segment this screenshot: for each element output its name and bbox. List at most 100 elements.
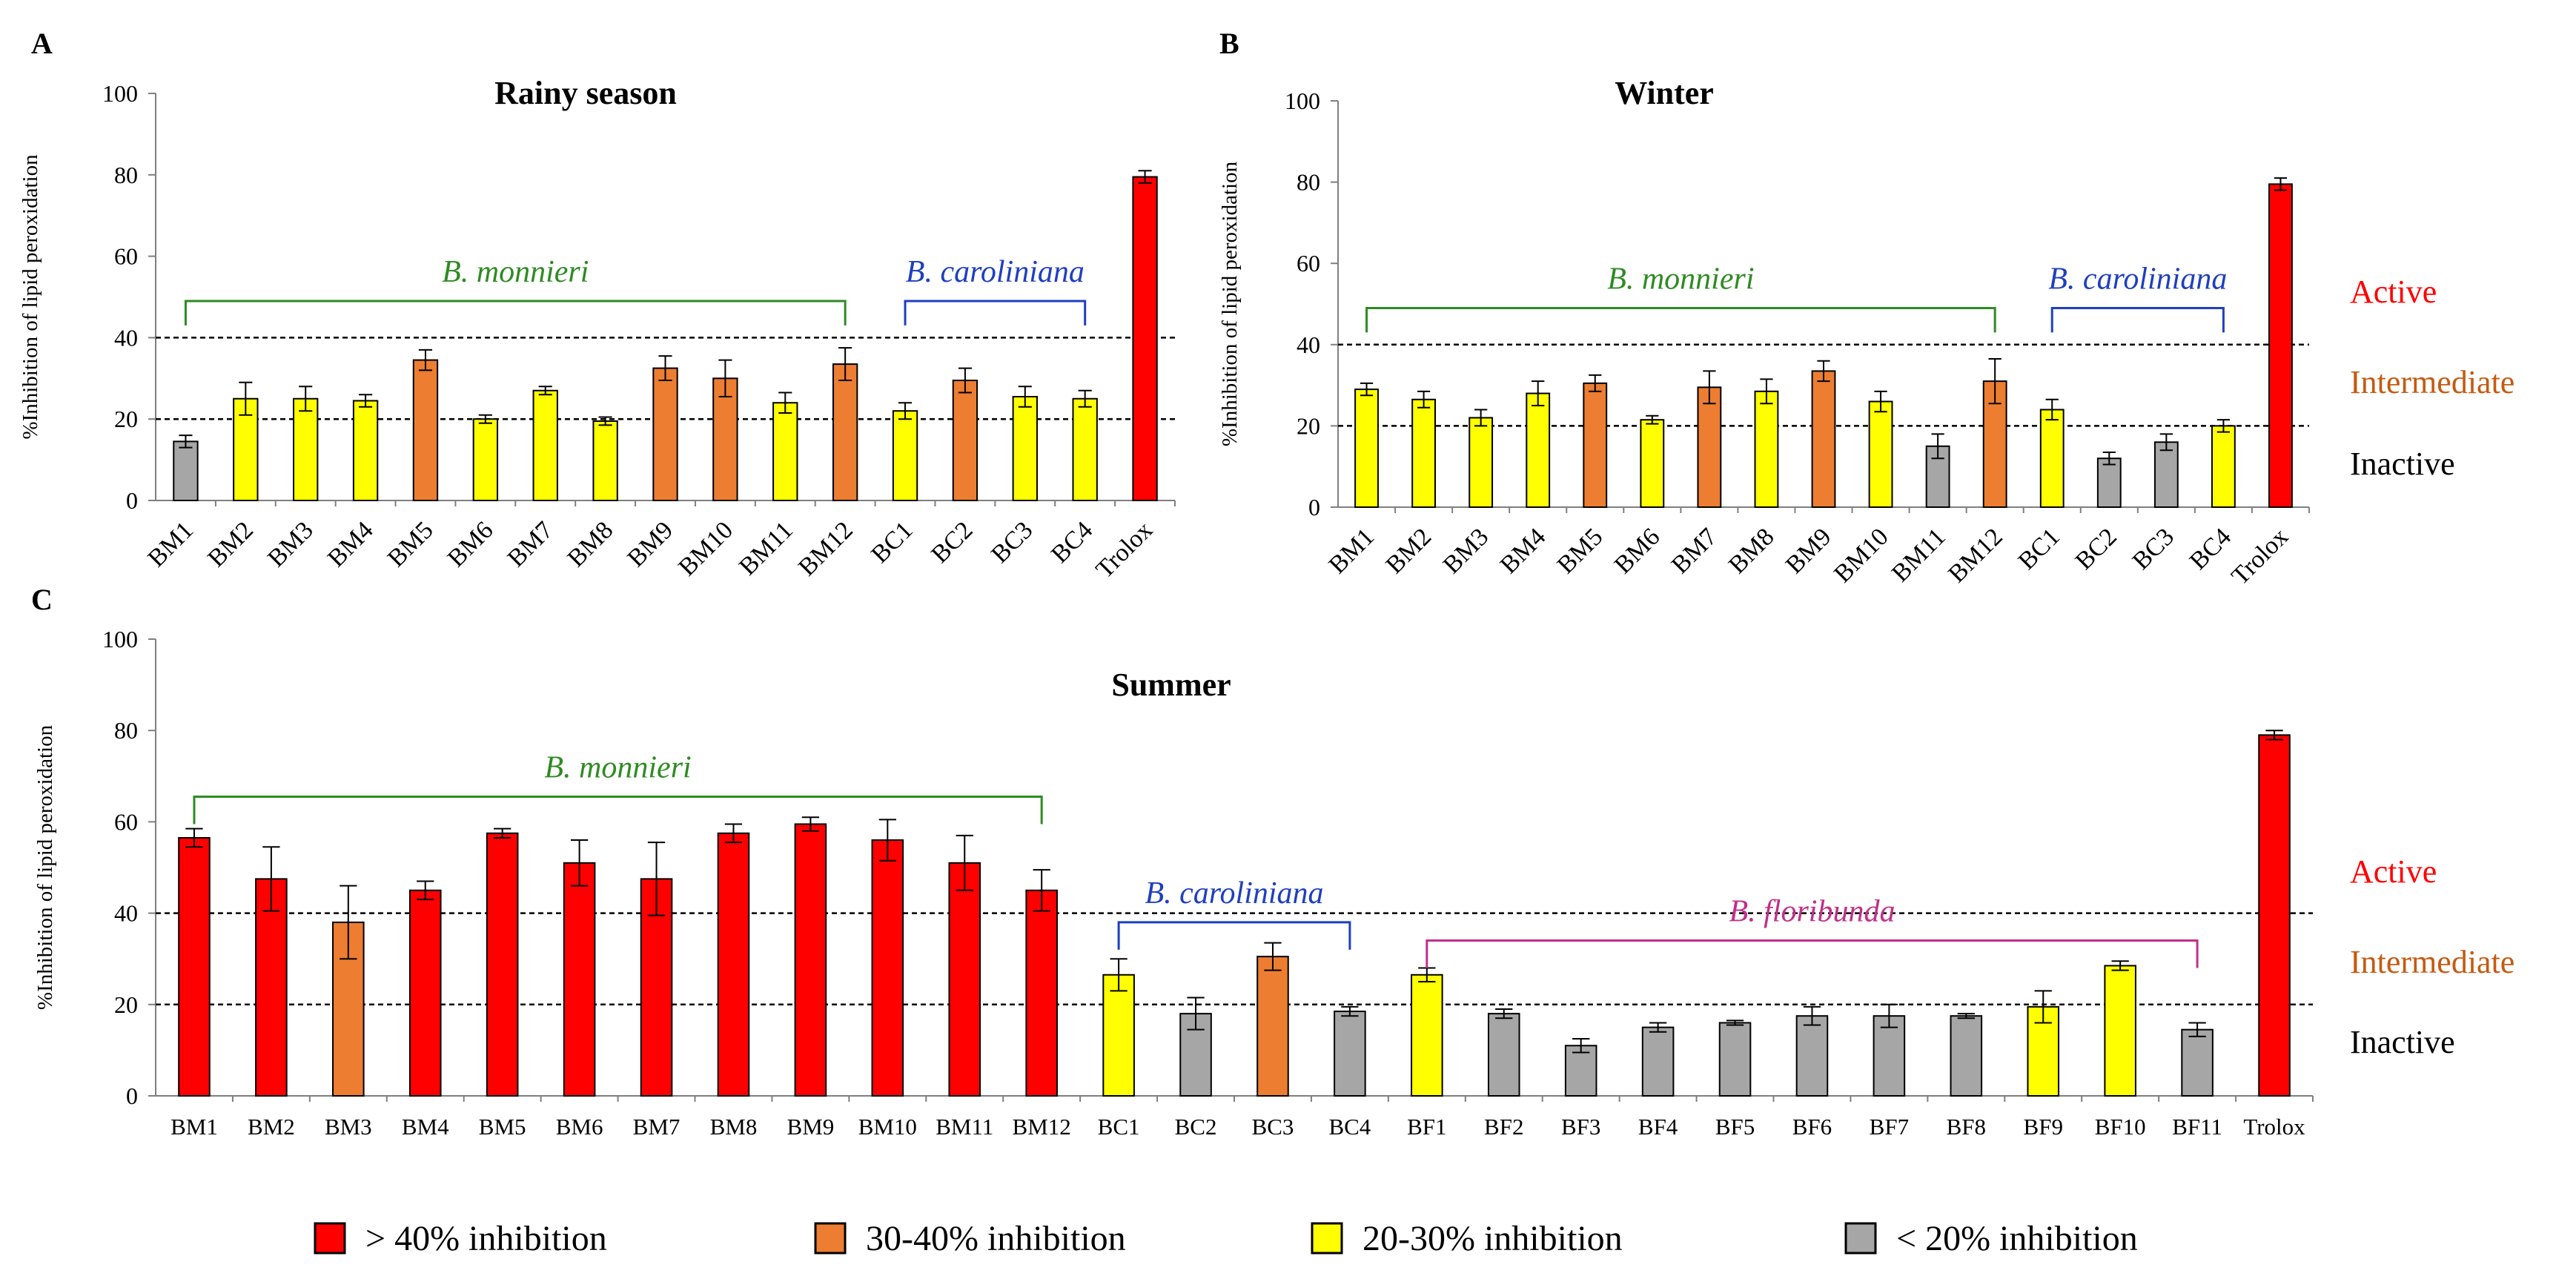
bar-bm11 bbox=[948, 862, 981, 1097]
x-tick-label: BC3 bbox=[1252, 1114, 1294, 1140]
error-bar-bm5 bbox=[1589, 374, 1602, 392]
bar-bm8 bbox=[1754, 390, 1779, 508]
bar-bm11 bbox=[772, 402, 798, 501]
error-bar-bm1 bbox=[179, 434, 193, 449]
x-tick-label: BM11 bbox=[1887, 523, 1951, 587]
error-bar-bm1 bbox=[1360, 382, 1374, 397]
x-tick-label: BM12 bbox=[1943, 523, 2008, 588]
error-bar-bm11 bbox=[1931, 433, 1944, 460]
legend-swatch-gray bbox=[1844, 1222, 1877, 1255]
y-tick-label: 0 bbox=[126, 1083, 138, 1109]
bar-bc1 bbox=[2039, 409, 2065, 508]
x-tick-label: BF8 bbox=[1947, 1114, 1986, 1140]
group-label-0: B. monnieri bbox=[544, 751, 691, 785]
error-bar-bm6 bbox=[1646, 414, 1659, 425]
y-tick-label: 40 bbox=[1297, 331, 1320, 358]
bar-trolox bbox=[1132, 176, 1158, 501]
x-tick-label: BF4 bbox=[1638, 1114, 1678, 1140]
bar-bf10 bbox=[2104, 965, 2136, 1097]
bar-bm6 bbox=[472, 418, 499, 502]
x-tick-label: BF9 bbox=[2024, 1114, 2063, 1140]
error-bar-bm2 bbox=[1417, 390, 1431, 409]
x-tick-label: BC4 bbox=[1046, 516, 1098, 568]
error-bar-bm7 bbox=[538, 386, 552, 396]
group-label-1: B. caroliniana bbox=[2048, 262, 2227, 296]
x-tick-label: BM8 bbox=[710, 1114, 758, 1140]
x-tick-label: Trolox bbox=[1090, 516, 1158, 584]
bar-bm8 bbox=[592, 420, 618, 502]
error-bar-bc2 bbox=[958, 367, 972, 394]
bar-bc4 bbox=[1334, 1011, 1366, 1097]
error-bar-bm10 bbox=[718, 359, 732, 398]
error-bar-bm10 bbox=[878, 819, 896, 862]
legend-label-yellow: 20-30% inhibition bbox=[1363, 1219, 1623, 1258]
bar-bc2 bbox=[952, 380, 979, 501]
y-tick-label: 20 bbox=[1297, 412, 1320, 439]
error-bar-bm6 bbox=[570, 839, 589, 887]
error-bar-bf3 bbox=[1572, 1038, 1590, 1054]
bar-bf4 bbox=[1641, 1026, 1675, 1097]
legend-swatch-yellow bbox=[1311, 1222, 1343, 1255]
x-tick-label: BF7 bbox=[1870, 1114, 1909, 1140]
group-bracket-1 bbox=[904, 300, 1087, 325]
x-tick-label: BM7 bbox=[633, 1114, 681, 1140]
error-bar-bf9 bbox=[2034, 990, 2052, 1024]
error-bar-bm6 bbox=[478, 414, 492, 424]
x-tick-label: BM7 bbox=[503, 516, 559, 572]
y-tick-label: 100 bbox=[102, 80, 138, 107]
error-bar-bc4 bbox=[2216, 419, 2231, 433]
x-tick-label: BM9 bbox=[787, 1114, 835, 1140]
x-tick-label: BM1 bbox=[1324, 523, 1380, 579]
error-bar-bc3 bbox=[1264, 942, 1282, 971]
bar-bm1 bbox=[178, 836, 211, 1097]
x-tick-label: BC1 bbox=[866, 516, 918, 568]
error-bar-bm3 bbox=[1474, 409, 1488, 427]
bar-bc4 bbox=[1072, 397, 1098, 501]
error-bar-trolox bbox=[2274, 177, 2288, 191]
y-tick-label: 80 bbox=[114, 162, 138, 188]
error-bar-bf6 bbox=[1803, 1005, 1821, 1026]
x-tick-label: BM6 bbox=[443, 516, 499, 572]
error-bar-bm4 bbox=[1532, 380, 1545, 406]
x-tick-label: BM8 bbox=[1724, 523, 1780, 579]
panel-letter: C bbox=[31, 583, 53, 616]
y-axis-label: %Inhibition of lipid peroxidation bbox=[1218, 161, 1242, 446]
x-tick-label: BM4 bbox=[1495, 523, 1552, 579]
x-tick-label: BC4 bbox=[2185, 523, 2236, 575]
error-bar-bm2 bbox=[262, 846, 280, 912]
panel-b-winter: B Winter %Inhibition of lipid peroxidation… bbox=[1218, 27, 2514, 590]
x-tick-label: BM3 bbox=[262, 516, 319, 572]
x-tick-label: BM4 bbox=[402, 1114, 449, 1140]
y-axis-label: %Inhibition of lipid peroxidation bbox=[33, 724, 57, 1010]
x-tick-label: Trolox bbox=[2226, 523, 2294, 590]
bar-bc3 bbox=[2153, 441, 2179, 509]
bar-bm9 bbox=[1811, 370, 1836, 509]
x-tick-label: BM3 bbox=[325, 1114, 372, 1140]
bar-bf3 bbox=[1564, 1045, 1597, 1097]
x-tick-label: BM4 bbox=[322, 516, 379, 572]
error-bar-bm9 bbox=[801, 816, 820, 832]
x-tick-label: BC2 bbox=[2070, 523, 2122, 575]
bar-bm6 bbox=[1640, 419, 1665, 508]
error-bar-bm7 bbox=[647, 842, 666, 916]
legend-swatch-red bbox=[314, 1222, 346, 1255]
bar-bm12 bbox=[1025, 889, 1058, 1097]
y-tick-label: 100 bbox=[1285, 87, 1320, 114]
error-bar-bf10 bbox=[2111, 960, 2129, 971]
x-tick-label: BM9 bbox=[1781, 523, 1837, 579]
error-bar-bc2 bbox=[2102, 452, 2116, 466]
bar-bc1 bbox=[892, 410, 918, 501]
bar-bm4 bbox=[408, 889, 442, 1097]
group-bracket-1 bbox=[2050, 306, 2225, 333]
y-tick-label: 80 bbox=[1297, 169, 1320, 196]
error-bar-bm12 bbox=[1033, 869, 1050, 912]
x-tick-label: BM11 bbox=[936, 1114, 993, 1140]
x-tick-label: BF3 bbox=[1561, 1114, 1600, 1140]
error-bar-bm12 bbox=[1988, 357, 2001, 405]
bar-trolox bbox=[2268, 183, 2293, 508]
chart-title: Summer bbox=[1111, 667, 1231, 703]
bar-bm9 bbox=[652, 367, 678, 502]
error-bar-bc1 bbox=[898, 402, 913, 420]
bar-bm5 bbox=[412, 359, 439, 501]
